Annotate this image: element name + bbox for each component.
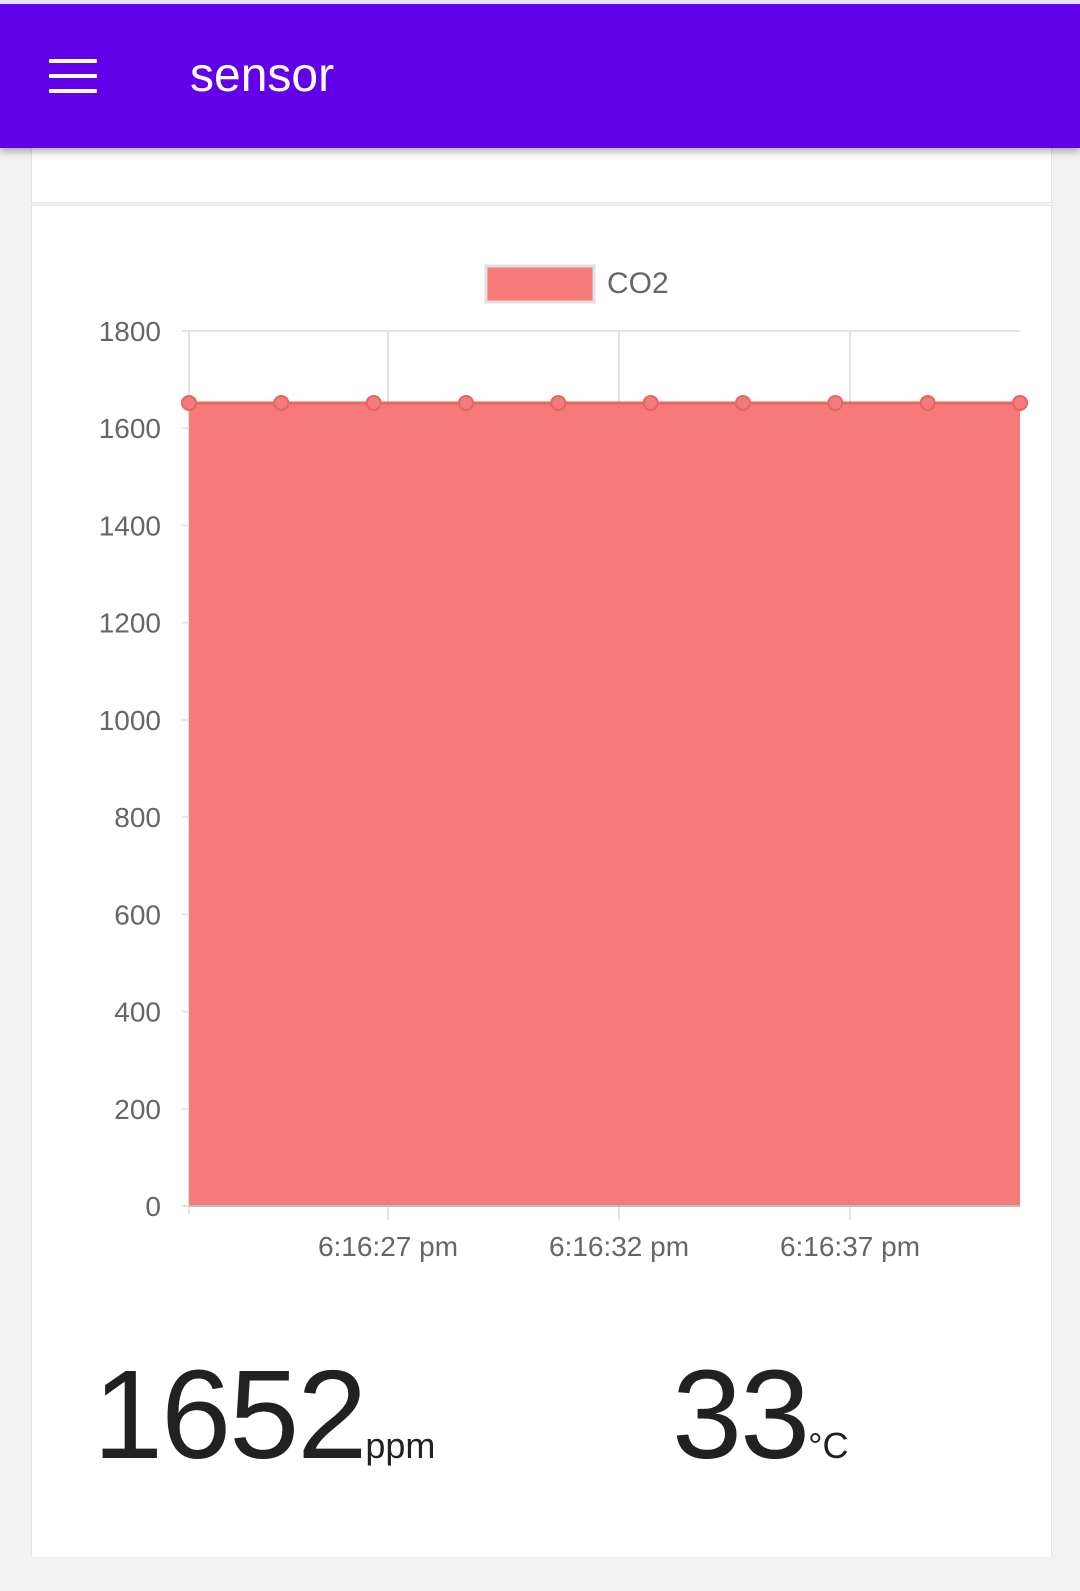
co2-data-point (181, 394, 197, 411)
y-tick-label: 1600 (99, 413, 161, 444)
y-tick-label: 1800 (99, 316, 161, 347)
co2-data-point (1012, 394, 1028, 411)
co2-data-point (365, 394, 382, 411)
y-tick-label: 200 (114, 1094, 161, 1125)
co2-chart: 0 200 400 600 800 1000 1200 1400 1600 1800 6:16:2… (99, 264, 1028, 1262)
temperature-unit: °C (808, 1425, 849, 1466)
x-axis-ticks: 6:16:27 pm 6:16:32 pm 6:16:37 pm (318, 1231, 920, 1262)
x-tick-label: 6:16:37 pm (780, 1231, 920, 1262)
y-tick-label: 0 (145, 1191, 161, 1222)
co2-data-point (458, 394, 474, 411)
bottom-strip (0, 1557, 1080, 1591)
app-bar: sensor (0, 0, 1080, 148)
temperature-value: 33 (672, 1344, 810, 1485)
co2-unit: ppm (365, 1425, 436, 1466)
y-axis-ticks: 0 200 400 600 800 1000 1200 1400 1600 1800 (99, 316, 161, 1222)
co2-area (189, 402, 1020, 1206)
sensor-card: 0 200 400 600 800 1000 1200 1400 1600 1800 6:16:2… (31, 205, 1052, 1557)
chart-area-layer (189, 401, 1020, 1207)
co2-data-point (735, 394, 751, 411)
y-tick-label: 1000 (99, 705, 161, 736)
x-tick-label: 6:16:32 pm (549, 1231, 689, 1262)
card-header-strip (31, 148, 1052, 203)
y-tick-label: 400 (114, 997, 161, 1028)
y-tick-label: 600 (114, 899, 161, 930)
app-title: sensor (190, 49, 335, 102)
co2-data-point (273, 394, 290, 411)
y-tick-label: 800 (114, 802, 161, 833)
legend-label-co2: CO2 (607, 267, 669, 300)
chart-legend[interactable]: CO2 (484, 264, 669, 304)
co2-data-point (550, 394, 567, 411)
x-tick-label: 6:16:27 pm (318, 1231, 458, 1262)
y-tick-label: 1400 (99, 510, 161, 541)
hamburger-menu-icon[interactable] (49, 59, 97, 93)
co2-value: 1652 (93, 1344, 367, 1485)
co2-data-point (919, 394, 936, 411)
y-tick-label: 1200 (99, 608, 161, 639)
co2-readout: 1652ppm (93, 1352, 436, 1478)
co2-data-point (827, 394, 844, 411)
legend-swatch-co2 (484, 264, 596, 304)
temperature-readout: 33°C (672, 1352, 849, 1478)
chart-points-layer (181, 394, 1028, 411)
co2-data-point (642, 394, 659, 411)
